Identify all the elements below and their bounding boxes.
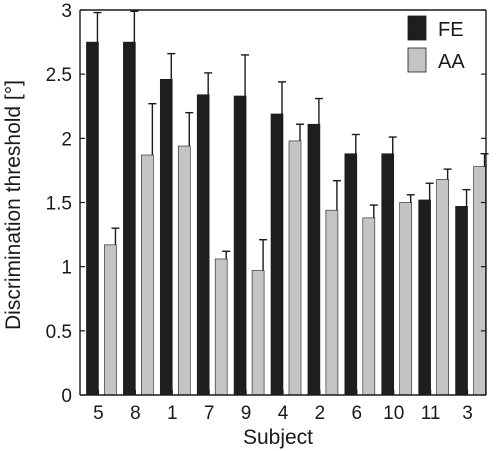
error-bars-layer	[93, 10, 489, 271]
x-tick-label: 8	[130, 403, 141, 424]
bar-fe-subject-10	[381, 153, 395, 396]
bar-fe-subject-2	[307, 123, 321, 396]
x-tick-label: 1	[167, 403, 178, 424]
bar-fe-subject-9	[233, 95, 247, 396]
y-tick-label: 0	[61, 386, 72, 407]
bar-aa-subject-1	[177, 145, 191, 396]
bar-aa-subject-2	[325, 209, 339, 396]
y-axis-label: Discrimination threshold [°]	[2, 80, 25, 330]
bar-aa-subject-9	[251, 270, 265, 396]
x-tick-label: 9	[241, 403, 252, 424]
axes-layer: 0 0.5 1 1.5 2 2.5 3 5 8 1 7 9 4 2 6 10 11 3	[46, 1, 487, 424]
bar-aa-subject-7	[214, 258, 228, 396]
bars-layer	[86, 41, 486, 396]
y-tick-label: 0.5	[46, 322, 72, 343]
bar-aa-subject-11	[436, 179, 449, 396]
legend-label-aa: AA	[438, 51, 465, 73]
x-tick-label: 5	[93, 403, 104, 424]
x-tick-label: 10	[383, 403, 404, 424]
bar-aa-subject-8	[141, 154, 154, 396]
bar-fe-subject-3	[455, 206, 468, 396]
x-tick-label: 11	[421, 403, 441, 424]
bar-fe-subject-4	[270, 113, 284, 396]
legend-swatch-aa	[407, 47, 427, 73]
x-tick-label: 7	[204, 403, 215, 424]
bar-fe-subject-5	[86, 41, 99, 396]
bar-fe-subject-6	[344, 153, 358, 396]
y-tick-label: 3	[61, 1, 72, 22]
legend-label-fe: FE	[438, 19, 464, 41]
bar-aa-subject-10	[399, 202, 413, 396]
bar-aa-subject-4	[288, 140, 302, 396]
x-tick-label: 2	[315, 403, 326, 424]
x-tick-label: 6	[352, 403, 363, 424]
x-tick-label: 4	[278, 403, 289, 424]
bar-aa-subject-6	[362, 217, 376, 396]
y-tick-label: 1.5	[46, 194, 72, 215]
bar-aa-subject-3	[473, 166, 486, 396]
bar-fe-subject-7	[196, 94, 210, 396]
y-tick-label: 2.5	[46, 65, 72, 86]
legend-swatch-fe	[407, 15, 427, 41]
x-axis-label: Subject	[243, 426, 313, 449]
y-tick-label: 2	[61, 129, 72, 150]
bar-fe-subject-8	[123, 41, 136, 396]
legend: FE AA	[407, 15, 465, 73]
bar-fe-subject-1	[159, 79, 173, 396]
x-tick-label: 3	[462, 403, 473, 424]
bar-aa-subject-5	[104, 244, 117, 396]
bar-fe-subject-11	[418, 199, 431, 396]
y-tick-label: 1	[61, 258, 72, 279]
